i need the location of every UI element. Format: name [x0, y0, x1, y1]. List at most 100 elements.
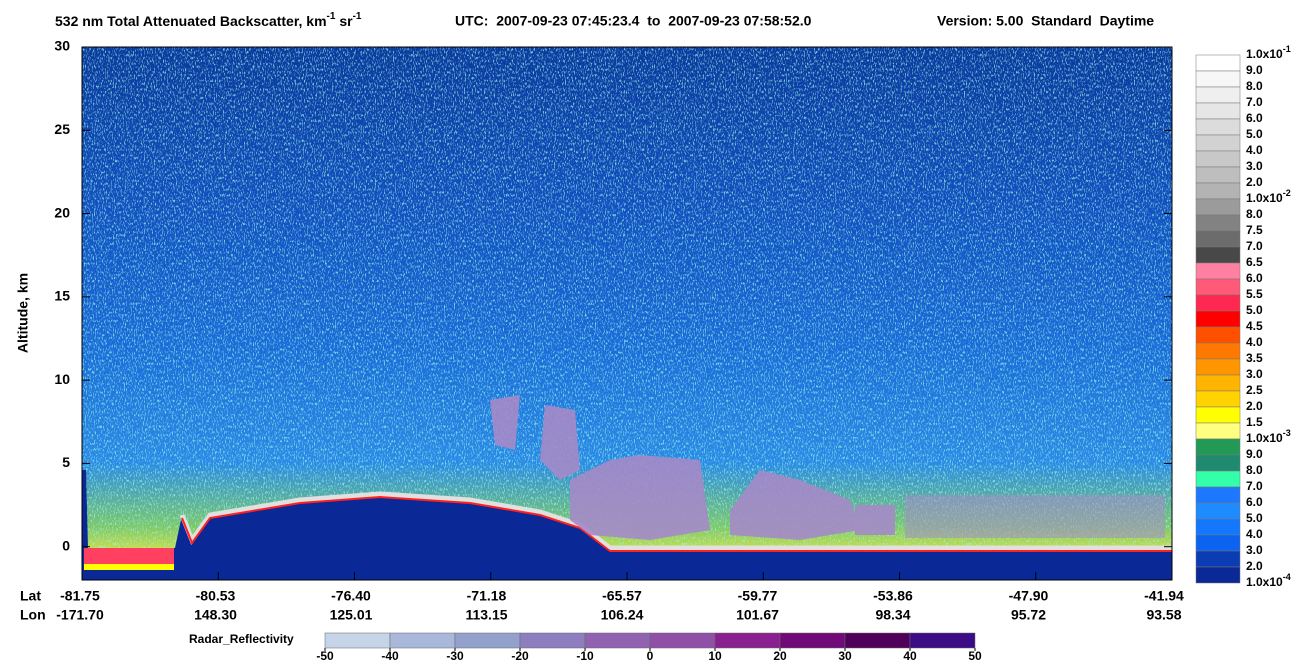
colorbar-label-sup: -3	[1283, 428, 1291, 438]
colorbar-label: 7.5	[1246, 223, 1263, 237]
color-bin	[1195, 86, 1241, 104]
radar-tick-label: -50	[316, 649, 334, 663]
x-tick-label: -59.77	[738, 588, 778, 604]
x-row-name: Lat	[20, 588, 41, 604]
color-bin	[1195, 390, 1241, 408]
colorbar-label: 4.0	[1246, 143, 1263, 157]
colorbar-label: 5.0	[1246, 303, 1263, 317]
surface-band	[84, 548, 174, 564]
colorbar-label: 3.0	[1246, 159, 1263, 173]
color-bin	[1195, 438, 1241, 456]
colorbar-label-base: 1.0x10	[1246, 575, 1283, 589]
colorbar-label: 7.0	[1246, 95, 1263, 109]
y-tick-label: 0	[62, 537, 70, 553]
colorbar-label: 6.5	[1246, 255, 1263, 269]
radar-color-bin	[454, 632, 521, 649]
color-bin	[1195, 470, 1241, 488]
y-tick-label: 15	[54, 288, 70, 304]
radar-tick-label: 0	[647, 649, 654, 663]
colorbar-label: 3.0	[1246, 367, 1263, 381]
color-bin	[1195, 102, 1241, 120]
colorbar-label-base: 1.0x10	[1246, 431, 1283, 445]
radar-color-bin	[649, 632, 716, 649]
y-axis-label: Altitude, km	[15, 273, 31, 353]
cloud	[730, 470, 860, 540]
radar-color-bin	[779, 632, 846, 649]
colorbar-label: 1.0x10-4	[1246, 572, 1291, 589]
title-text: sr	[335, 13, 353, 29]
title-sup: -1	[327, 11, 336, 22]
color-bin	[1195, 566, 1241, 584]
x-tick-label: -76.40	[331, 588, 371, 604]
colorbar-label: 3.5	[1246, 351, 1263, 365]
radar-tick-label: 40	[903, 649, 917, 663]
colorbar-label: 8.0	[1246, 463, 1263, 477]
colorbar-label: 6.0	[1246, 495, 1263, 509]
colorbar-label: 2.5	[1246, 383, 1263, 397]
color-bin	[1195, 150, 1241, 168]
color-bin	[1195, 550, 1241, 568]
radar-color-bin	[909, 632, 976, 649]
colorbar-label-sup: -1	[1283, 44, 1291, 54]
colorbar-label: 1.0x10-2	[1246, 188, 1291, 205]
radar-color-bin	[519, 632, 586, 649]
radar-tick-label: -30	[446, 649, 464, 663]
x-tick-label: -71.18	[467, 588, 507, 604]
colorbar-label: 4.5	[1246, 319, 1263, 333]
color-bin	[1195, 182, 1241, 200]
y-tick-label: 20	[54, 204, 70, 220]
colorbar-label-sup: -2	[1283, 188, 1291, 198]
x-tick-label: -65.57	[602, 588, 642, 604]
x-tick-label: 125.01	[330, 607, 373, 623]
color-bin	[1195, 342, 1241, 360]
utc: UTC: 2007-09-23 07:45:23.4 to 2007-09-23…	[455, 13, 812, 29]
x-tick-label: 95.72	[1011, 607, 1046, 623]
colorbar-label: 8.0	[1246, 207, 1263, 221]
x-tick-label: -171.70	[56, 607, 104, 623]
colorbar-label: 2.0	[1246, 559, 1263, 573]
radar-tick-label: -20	[511, 649, 529, 663]
x-row-name: Lon	[20, 607, 46, 623]
radar-tick-label: -40	[381, 649, 399, 663]
color-bin	[1195, 230, 1241, 248]
radar-color-bin	[389, 632, 456, 649]
color-bin	[1195, 54, 1241, 72]
cloud	[855, 505, 895, 535]
x-tick-label: -80.53	[196, 588, 236, 604]
cloud	[540, 405, 580, 480]
x-tick-label: -81.75	[60, 588, 100, 604]
cloud	[905, 495, 1165, 538]
radar-color-bin	[584, 632, 651, 649]
color-bin	[1195, 406, 1241, 424]
colorbar-label: 9.0	[1246, 447, 1263, 461]
colorbar-label: 2.0	[1246, 399, 1263, 413]
color-bin	[1195, 502, 1241, 520]
colorbar-label: 2.0	[1246, 175, 1263, 189]
radar-tick-label: -10	[576, 649, 594, 663]
color-bin	[1195, 534, 1241, 552]
x-tick-label: 113.15	[465, 607, 507, 623]
color-bin	[1195, 70, 1241, 88]
colorbar-label: 3.0	[1246, 543, 1263, 557]
colorbar-label: 6.0	[1246, 271, 1263, 285]
x-tick-label: -47.90	[1009, 588, 1049, 604]
colorbar-label: 1.5	[1246, 415, 1263, 429]
radar-tick-label: 50	[968, 649, 982, 663]
color-bin	[1195, 326, 1241, 344]
surface	[179, 491, 1172, 551]
x-tick-label: -53.86	[873, 588, 913, 604]
y-tick-label: 30	[54, 38, 70, 54]
clouds	[490, 395, 1165, 540]
color-bin	[1195, 166, 1241, 184]
colorbar-label: 7.0	[1246, 479, 1263, 493]
color-bin	[1195, 422, 1241, 440]
radar-tick-label: 10	[708, 649, 722, 663]
color-bin	[1195, 262, 1241, 280]
radar-color-bin	[844, 632, 911, 649]
cloud	[490, 395, 520, 450]
colorbar-label-base: 1.0x10	[1246, 191, 1283, 205]
y-tick-label: 10	[54, 371, 70, 387]
color-bin	[1195, 118, 1241, 136]
x-tick-label: 93.58	[1146, 607, 1181, 623]
